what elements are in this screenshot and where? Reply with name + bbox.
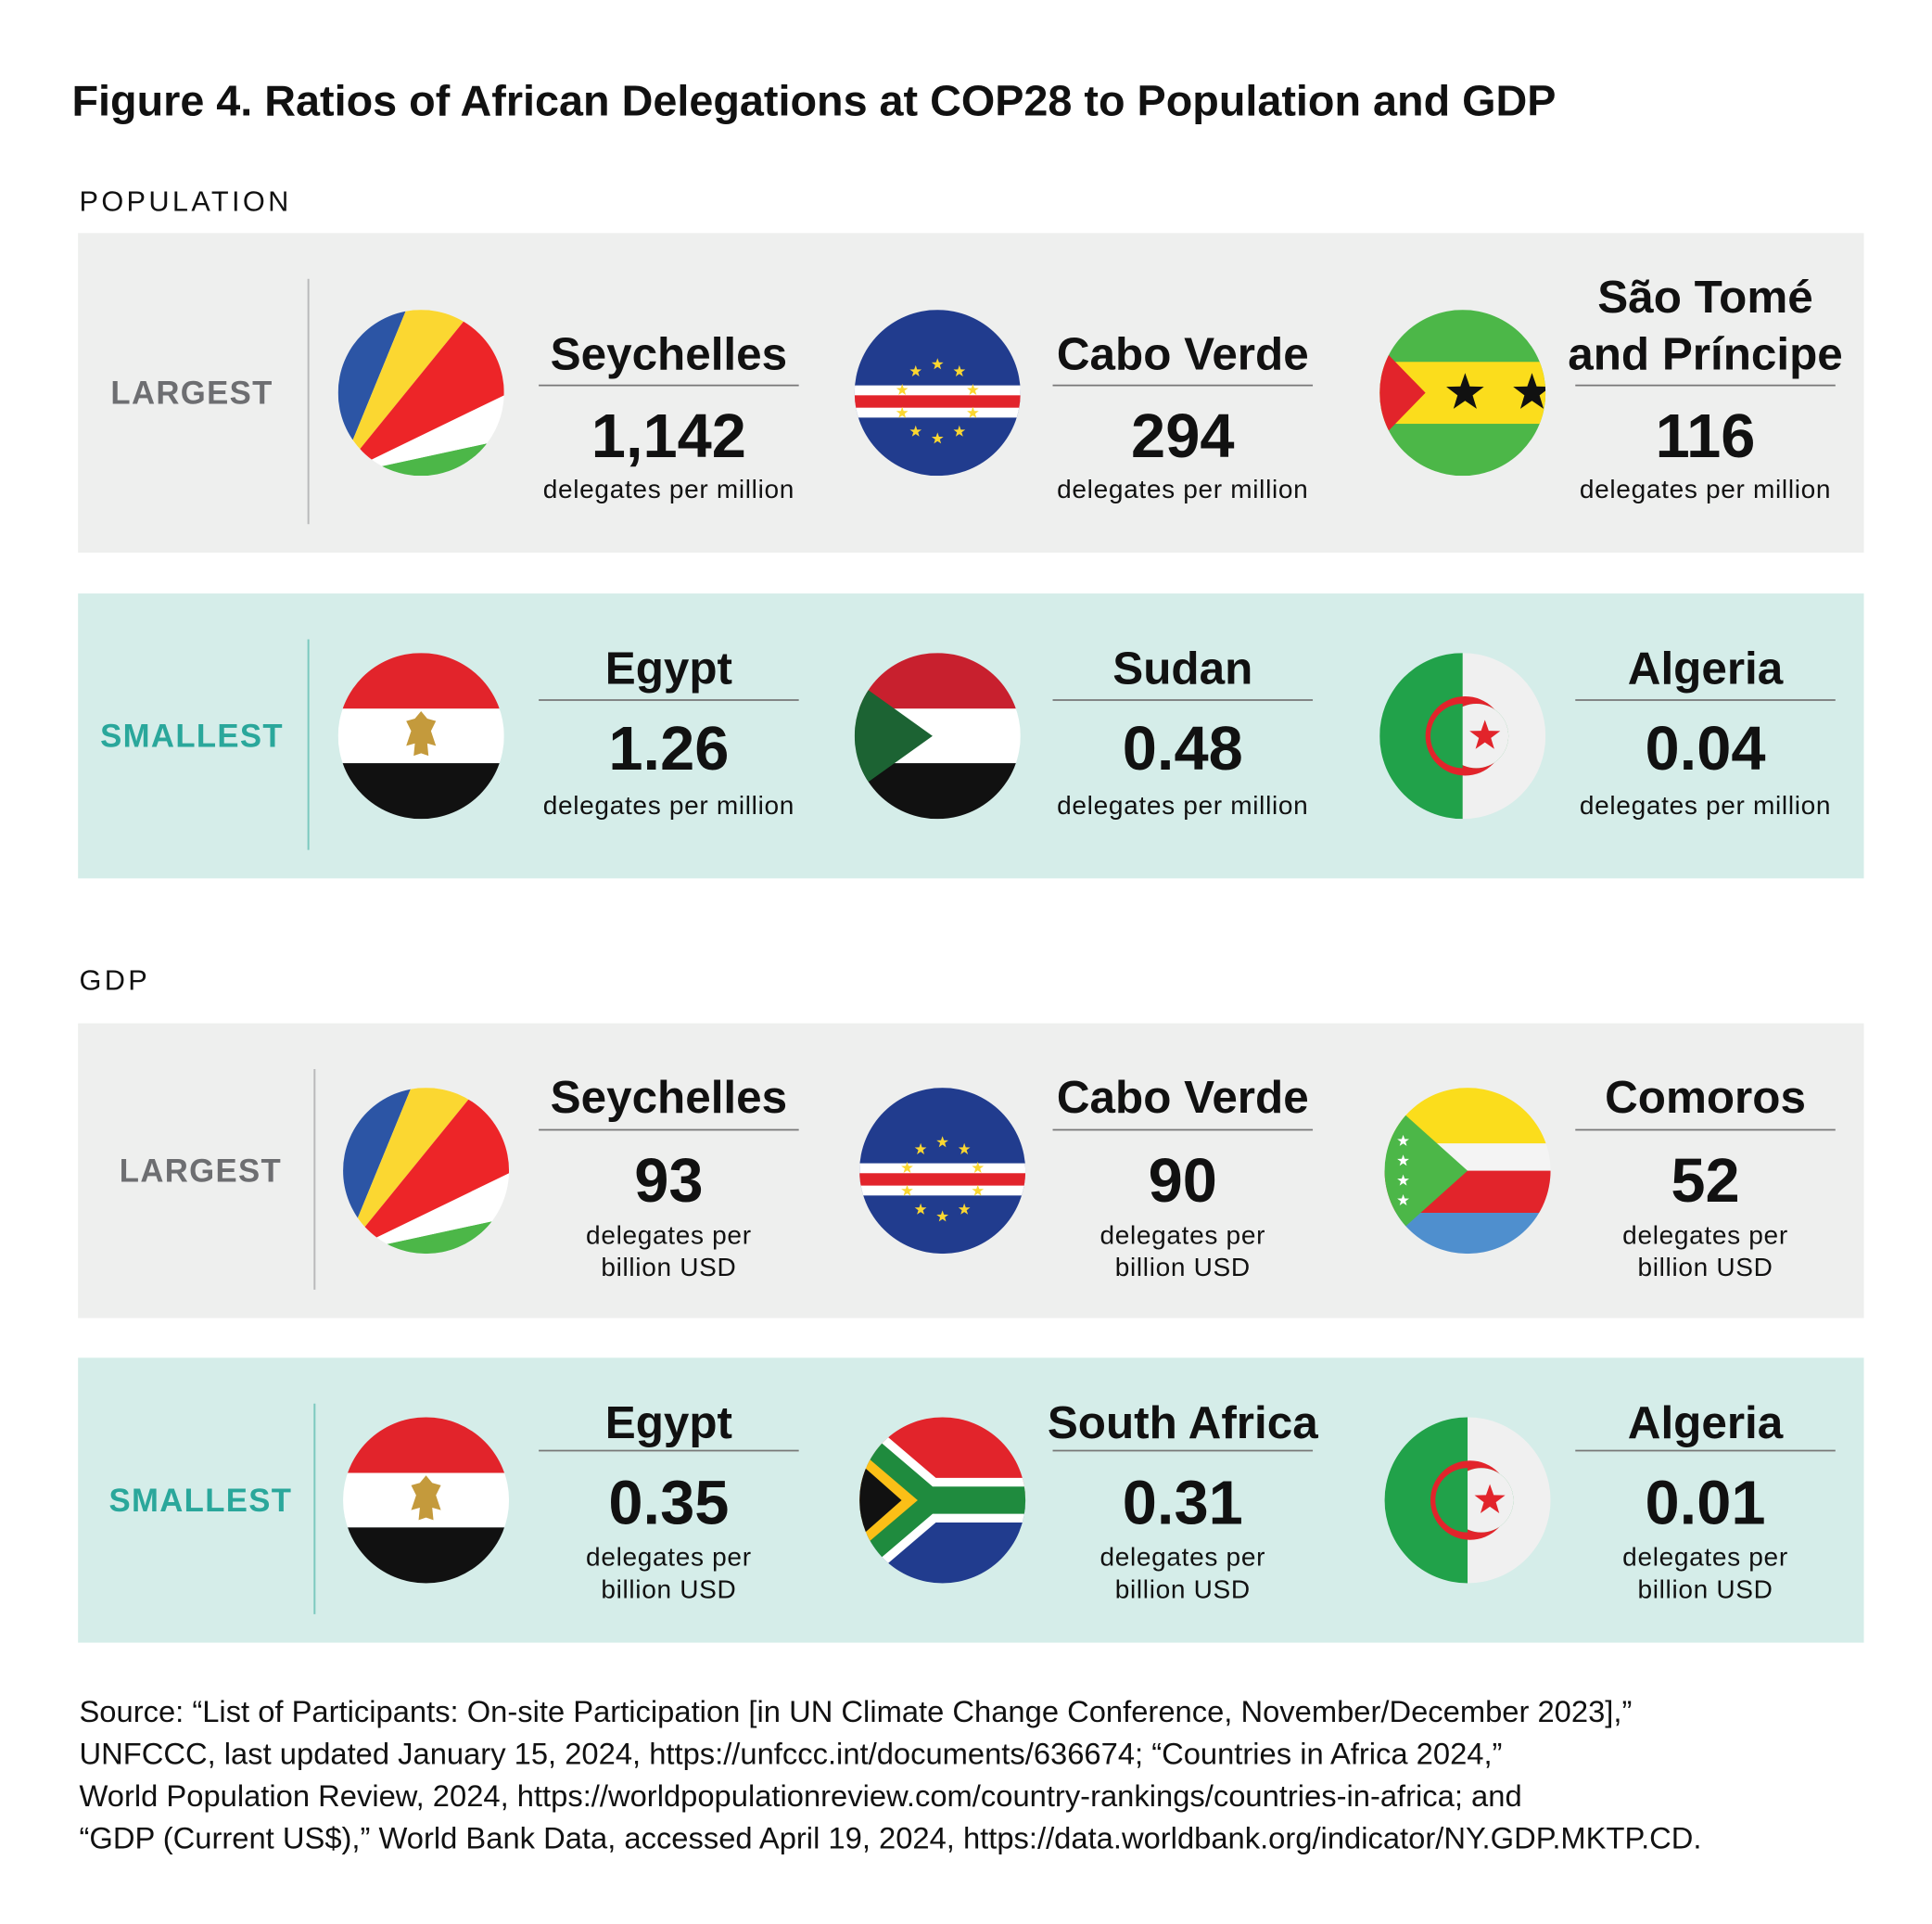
country-name: Sudan: [1112, 643, 1252, 694]
country-name: South Africa: [1048, 1397, 1318, 1448]
row-label: LARGEST: [120, 1154, 282, 1190]
flag: [343, 1088, 509, 1254]
source-line: World Population Review, 2024, https://w…: [79, 1778, 1521, 1813]
ratio-value: 0.48: [1123, 715, 1243, 784]
country-name: Egypt: [605, 643, 732, 694]
flag: [855, 310, 1021, 476]
flag: [338, 653, 504, 819]
country-name: São Tomé: [1597, 272, 1812, 323]
flag: [1385, 1417, 1551, 1583]
flag: [1379, 653, 1545, 819]
country-name: Algeria: [1628, 1397, 1784, 1448]
unit-label: delegates per: [586, 1220, 752, 1249]
country-name: Cabo Verde: [1057, 1072, 1309, 1123]
country-name: Cabo Verde: [1057, 328, 1309, 379]
unit-label: delegates per: [1099, 1543, 1265, 1572]
ratio-value: 1.26: [608, 715, 729, 784]
ratio-value: 0.01: [1646, 1469, 1766, 1537]
flag: [338, 310, 504, 476]
ratio-value: 93: [634, 1147, 703, 1216]
ratio-value: 0.04: [1646, 715, 1766, 784]
ratio-value: 0.31: [1123, 1469, 1243, 1537]
unit-label: delegates per million: [543, 475, 794, 503]
unit-label: billion USD: [601, 1253, 736, 1281]
row-label: LARGEST: [110, 376, 273, 412]
unit-label: delegates per million: [1580, 791, 1831, 820]
country-name: and Príncipe: [1568, 328, 1843, 379]
country-name: Seychelles: [551, 1072, 787, 1123]
unit-label: billion USD: [1115, 1574, 1251, 1603]
unit-label: delegates per million: [543, 791, 794, 820]
row-label: SMALLEST: [100, 720, 284, 755]
ratio-value: 52: [1671, 1147, 1739, 1216]
unit-label: delegates per: [1622, 1220, 1788, 1249]
row-label: SMALLEST: [109, 1484, 293, 1519]
flag: [1385, 1088, 1551, 1254]
unit-label: billion USD: [1115, 1253, 1251, 1281]
unit-label: delegates per: [1622, 1543, 1788, 1572]
flag: [859, 1088, 1025, 1254]
flag: [343, 1417, 509, 1583]
country-name: Seychelles: [551, 328, 787, 379]
unit-label: delegates per: [1099, 1220, 1265, 1249]
country-name: Algeria: [1628, 643, 1784, 694]
unit-label: delegates per million: [1057, 475, 1308, 503]
unit-label: delegates per million: [1057, 791, 1308, 820]
unit-label: billion USD: [601, 1574, 736, 1603]
unit-label: delegates per: [586, 1543, 752, 1572]
source-line: “GDP (Current US$),” World Bank Data, ac…: [79, 1820, 1701, 1854]
country-name: Comoros: [1605, 1072, 1806, 1123]
flag-part: [855, 395, 1021, 407]
country-name: Egypt: [605, 1397, 732, 1448]
flag-part: [859, 1173, 1025, 1185]
ratio-value: 294: [1131, 402, 1234, 471]
unit-label: delegates per million: [1580, 475, 1831, 503]
unit-label: billion USD: [1637, 1574, 1773, 1603]
section-label: POPULATION: [79, 185, 291, 217]
ratio-value: 90: [1149, 1147, 1217, 1216]
ratio-value: 1,142: [591, 402, 746, 471]
ratio-value: 116: [1656, 402, 1756, 471]
source-line: UNFCCC, last updated January 15, 2024, h…: [79, 1736, 1502, 1770]
section-label: GDP: [79, 964, 150, 997]
unit-label: billion USD: [1637, 1253, 1773, 1281]
flag: [855, 653, 1021, 819]
ratio-value: 0.35: [608, 1469, 729, 1537]
source-line: Source: “List of Participants: On-site P…: [79, 1694, 1632, 1728]
figure-title: Figure 4. Ratios of African Delegations …: [71, 76, 1556, 124]
